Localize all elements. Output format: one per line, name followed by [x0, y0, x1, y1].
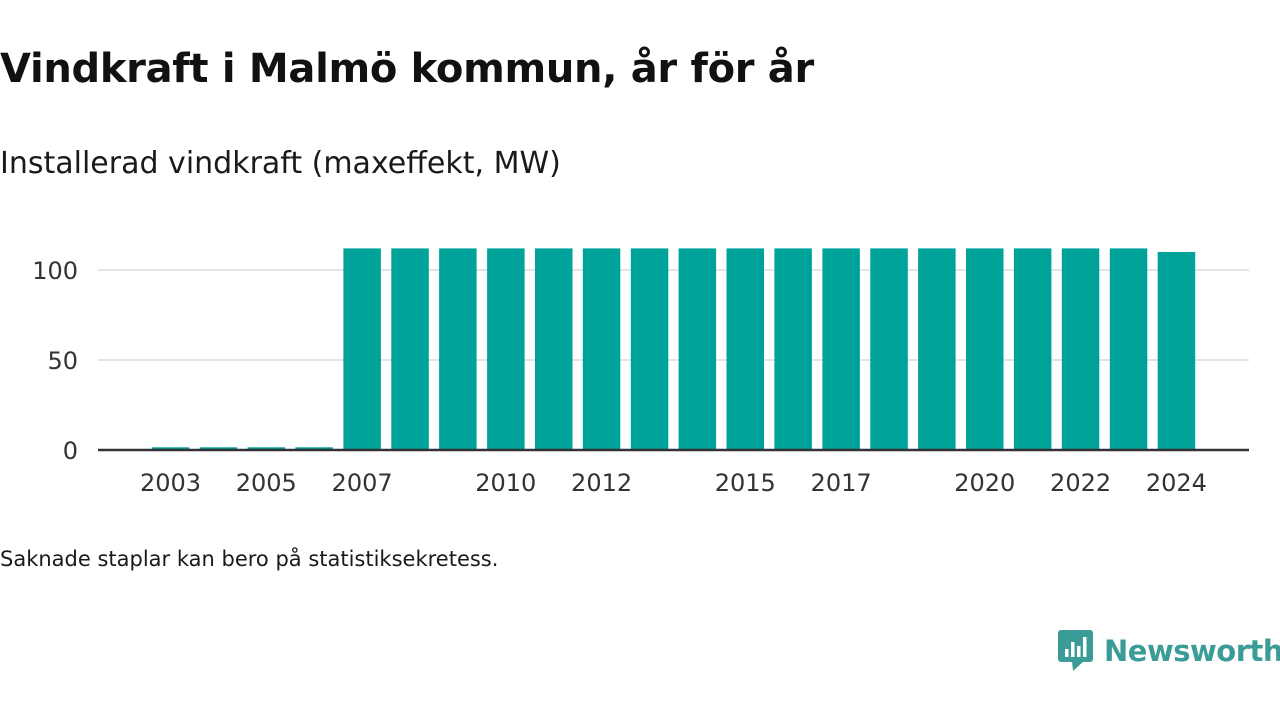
x-tick-label: 2020: [954, 469, 1015, 497]
bar-2008: [391, 248, 429, 450]
bar-2011: [535, 248, 573, 450]
x-tick-label: 2003: [140, 469, 201, 497]
bar-2015: [726, 248, 764, 450]
bar-2009: [439, 248, 477, 450]
bar-2020: [966, 248, 1004, 450]
brand-name: Newsworthy: [1104, 634, 1280, 668]
x-tick-label: 2005: [236, 469, 297, 497]
bar-2022: [1061, 248, 1100, 450]
y-tick-label: 50: [47, 347, 78, 375]
x-tick-label: 2015: [715, 469, 776, 497]
chart-title: Vindkraft i Malmö kommun, år för år: [0, 46, 814, 92]
newsworthy-logo: Newsworthy: [1058, 628, 1280, 674]
bar-2010: [487, 248, 525, 450]
y-tick-label: 100: [32, 257, 78, 285]
x-tick-label: 2017: [811, 469, 872, 497]
bar-2023: [1109, 248, 1148, 450]
bar-2017: [822, 248, 860, 450]
x-tick-label: 2024: [1146, 469, 1207, 497]
bar-2013: [630, 248, 669, 450]
y-tick-labels: 0 50 100: [32, 257, 78, 465]
x-tick-label: 2007: [332, 469, 393, 497]
bar-2003: [151, 447, 190, 450]
bars: [151, 248, 1196, 450]
bar-2016: [774, 248, 812, 450]
y-tick-label: 0: [63, 437, 78, 465]
x-tick-label: 2012: [571, 469, 632, 497]
bar-2014: [678, 248, 717, 450]
newsworthy-chart-bubble-icon: [1058, 630, 1093, 671]
bar-2006: [295, 447, 333, 450]
bar-2021: [1013, 248, 1052, 450]
x-tick-label: 2010: [475, 469, 536, 497]
footnote: Saknade staplar kan bero på statistiksek…: [0, 547, 499, 571]
bar-2004: [199, 447, 238, 450]
chart-subtitle: Installerad vindkraft (maxeffekt, MW): [0, 146, 561, 181]
x-tick-label: 2022: [1050, 469, 1111, 497]
bar-2007: [343, 248, 381, 450]
bar-2018: [870, 248, 908, 450]
grid-lines: [98, 269, 1249, 361]
bar-2012: [582, 248, 621, 450]
bar-2005: [247, 447, 286, 450]
x-tick-labels: 2003 2005 2007 2010 2012 2015 2017 2020 2022 2024: [140, 469, 1207, 497]
bar-2019: [918, 248, 956, 450]
bar-2024: [1157, 252, 1196, 450]
